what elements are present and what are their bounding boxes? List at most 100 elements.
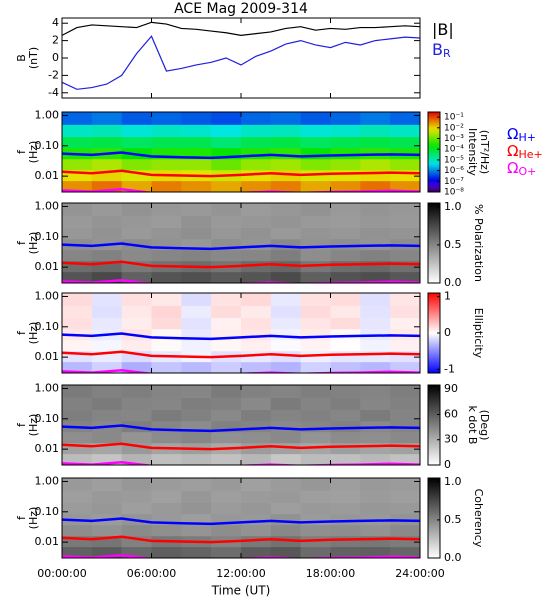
- colorbar-tick-label: 10⁻⁴: [444, 145, 464, 155]
- y-tick-label: 0.10: [35, 412, 60, 425]
- heatmap-cell: [211, 546, 242, 559]
- colorbar: [427, 384, 441, 466]
- heatmap-cell: [121, 317, 152, 330]
- legend-name: B: [432, 40, 443, 59]
- colorbar-label: % Polarization: [472, 204, 485, 282]
- heatmap-cell: [181, 397, 212, 410]
- heatmap-cell: [360, 249, 391, 262]
- heatmap-cell: [181, 124, 212, 137]
- colorbar-tick-label: 90: [444, 382, 458, 395]
- heatmap-cell: [300, 513, 331, 526]
- legend-subscript: O+: [518, 165, 536, 178]
- heatmap-cell: [241, 420, 272, 433]
- heatmap-cell: [181, 215, 212, 228]
- heatmap-cell: [121, 260, 152, 273]
- heatmap-cell: [91, 502, 122, 515]
- cyclotron-line: [62, 535, 420, 544]
- heatmap-cell: [121, 249, 152, 262]
- heatmap-cell: [360, 397, 391, 410]
- heatmap-cell: [62, 124, 93, 137]
- heatmap-cell: [360, 215, 391, 228]
- heatmap-cell: [270, 147, 301, 160]
- heatmap-cell: [62, 215, 93, 228]
- chart-title: ACE Mag 2009-314: [174, 1, 308, 17]
- heatmap-cell: [91, 249, 122, 262]
- heatmap-cell: [360, 478, 391, 491]
- heatmap-cell: [360, 271, 391, 284]
- colorbar-tick-label: 60: [444, 407, 458, 420]
- colorbar-label: Intensity: [466, 128, 479, 176]
- heatmap-cell: [390, 260, 421, 273]
- colorbar-tick-label: 10⁻³: [444, 134, 464, 144]
- heatmap-cell: [390, 203, 421, 216]
- legend-subscript: He+: [518, 148, 542, 161]
- heatmap-cell: [62, 535, 93, 548]
- heatmap-cell: [330, 112, 361, 125]
- heatmap-cell: [330, 260, 361, 273]
- heatmap-cell: [270, 361, 301, 374]
- heatmap-cell: [360, 124, 391, 137]
- heatmap-cell: [181, 147, 212, 160]
- heatmap-cell: [211, 158, 242, 171]
- heatmap-cell: [211, 524, 242, 537]
- cyclotron-line: [62, 332, 420, 341]
- heatmap-cell: [62, 203, 93, 216]
- heatmap-cell: [121, 453, 152, 466]
- heatmap-cell: [181, 305, 212, 318]
- heatmap-cell: [181, 513, 212, 526]
- colorbar-tick-label: -1: [444, 362, 455, 375]
- heatmap-cell: [241, 260, 272, 273]
- colorbar-tick-label: 0: [444, 458, 451, 471]
- heatmap-cell: [181, 339, 212, 352]
- heatmap-cell: [91, 524, 122, 537]
- heatmap-cell: [151, 409, 182, 422]
- heatmap-cell: [360, 305, 391, 318]
- heatmap-cell: [91, 409, 122, 422]
- heatmap-cell: [270, 350, 301, 363]
- heatmap-cell: [390, 431, 421, 444]
- heatmap-cell: [330, 502, 361, 515]
- colorbar-label: Coherency: [472, 489, 485, 548]
- cyclotron-line: [62, 350, 420, 359]
- y-axis-label: (Hz): [27, 232, 40, 255]
- heatmap-cell: [300, 271, 331, 284]
- heatmap-cell: [330, 535, 361, 548]
- heatmap-cell: [330, 328, 361, 341]
- heatmap-cell: [151, 305, 182, 318]
- heatmap-cell: [241, 180, 272, 193]
- heatmap-cell: [390, 136, 421, 149]
- heatmap-cell: [62, 524, 93, 537]
- heatmap-cell: [270, 431, 301, 444]
- heatmap-cell: [300, 328, 331, 341]
- heatmap-cell: [211, 147, 242, 160]
- y-tick-label: 0: [52, 51, 59, 64]
- heatmap-cell: [62, 409, 93, 422]
- heatmap-cell: [211, 397, 242, 410]
- heatmap-cell: [121, 502, 152, 515]
- heatmap-cell: [121, 339, 152, 352]
- heatmap-cell: [241, 524, 272, 537]
- heatmap-cell: [330, 524, 361, 537]
- heatmap-cell: [62, 112, 93, 125]
- heatmap-cell: [121, 546, 152, 559]
- heatmap-cell: [270, 502, 301, 515]
- heatmap-cell: [151, 271, 182, 284]
- heatmap-cell: [211, 453, 242, 466]
- y-tick-label: 0.01: [35, 442, 60, 455]
- heatmap-cell: [270, 293, 301, 306]
- heatmap-cell: [390, 361, 421, 374]
- heatmap-cell: [241, 112, 272, 125]
- heatmap-cell: [91, 227, 122, 240]
- colorbar-label: k dot B: [466, 406, 479, 445]
- heatmap-cell: [390, 478, 421, 491]
- heatmap-cell: [151, 215, 182, 228]
- heatmap-cell: [62, 158, 93, 171]
- heatmap-cell: [62, 180, 93, 193]
- heatmap-cell: [330, 513, 361, 526]
- y-tick-label: 1.00: [35, 108, 60, 121]
- colorbar-tick-label: 1: [444, 290, 451, 303]
- heatmap-cell: [151, 478, 182, 491]
- legend-subscript: H+: [518, 131, 536, 144]
- heatmap-cell: [241, 227, 272, 240]
- heatmap-cell: [62, 169, 93, 182]
